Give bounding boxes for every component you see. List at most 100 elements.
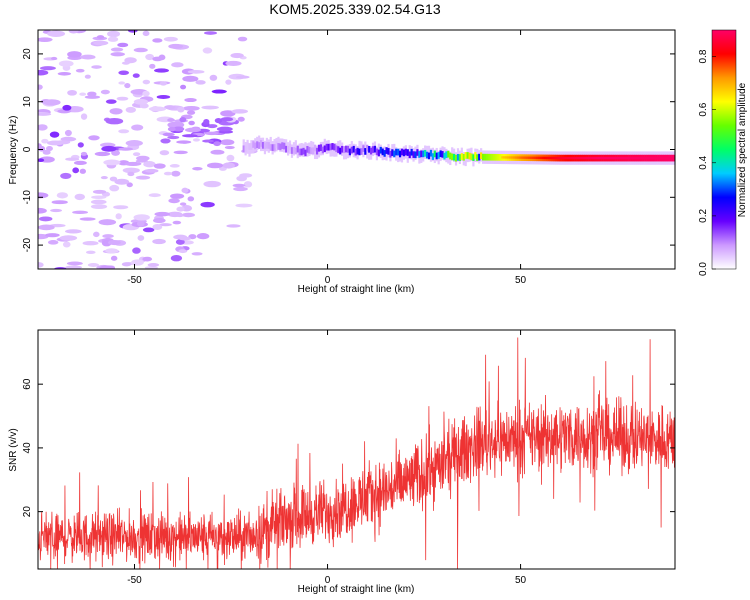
noise-blob (38, 145, 46, 152)
noise-blob (65, 157, 80, 161)
noise-blob (184, 98, 197, 103)
noise-blob (210, 149, 225, 155)
signal-cell (298, 148, 301, 156)
noise-blob (192, 138, 200, 142)
signal-cell (352, 145, 355, 153)
signal-cell (383, 150, 386, 157)
noise-blob (200, 201, 215, 208)
signal-core (669, 156, 672, 160)
noise-blob (235, 203, 253, 208)
noise-blob (168, 198, 180, 204)
noise-blob (132, 152, 141, 157)
noise-blob (79, 168, 86, 174)
noise-blob (176, 213, 184, 218)
signal-core (503, 156, 506, 159)
signal-cell (275, 141, 278, 149)
signal-core (597, 156, 600, 160)
signal-cell (470, 153, 473, 161)
noise-blob (98, 219, 117, 226)
signal-core (555, 156, 558, 160)
snr-y-tick-label: 40 (22, 442, 33, 454)
noise-blob (172, 220, 182, 225)
signal-cell (315, 147, 319, 155)
noise-blob (225, 60, 242, 66)
noise-blob (203, 180, 221, 188)
noise-blob (85, 250, 96, 255)
signal-cell (331, 143, 334, 150)
signal-cell (373, 145, 377, 153)
signal-cell (261, 142, 265, 149)
signal-cell (389, 150, 392, 158)
signal-cell (288, 143, 292, 151)
signal-cell (366, 144, 369, 152)
signal-halo (366, 145, 369, 159)
signal-halo (339, 140, 342, 154)
signal-core (537, 156, 541, 160)
noise-blob (74, 193, 86, 201)
noise-blob (171, 62, 184, 68)
signal-cell (256, 141, 259, 148)
snr-xlabel: Height of straight line (km) (298, 584, 415, 595)
signal-core (501, 156, 504, 159)
signal-core (591, 156, 595, 160)
signal-core (626, 156, 629, 160)
noise-blob (38, 112, 52, 116)
colorbar-tick-label: 0.6 (698, 102, 709, 116)
noise-blob (87, 263, 100, 267)
signal-core (640, 156, 643, 160)
signal-core (574, 156, 577, 160)
signal-cell (439, 150, 442, 158)
y-tick-label: -10 (22, 190, 33, 205)
noise-blob (114, 178, 130, 185)
x-tick-label: 50 (515, 275, 527, 286)
noise-blob (79, 217, 96, 221)
signal-core (605, 156, 608, 160)
signal-cell (451, 153, 454, 161)
snr-panel: -50 0 50 20 40 60 Height of straight line (km… (8, 329, 676, 595)
noise-blob (214, 117, 223, 124)
noise-blob (84, 74, 91, 79)
signal-core (526, 156, 529, 159)
noise-blob (182, 134, 198, 138)
signal-cell (259, 140, 263, 147)
colorbar: 0.0 0.2 0.4 0.6 0.8 Normalized spectral ampl… (698, 29, 748, 276)
noise-blob (100, 176, 108, 180)
noise-blob (232, 183, 246, 188)
signal-cell (398, 150, 402, 158)
noise-blob (168, 43, 184, 49)
snr-series-line (38, 337, 675, 569)
signal-cell (258, 142, 261, 149)
noise-blob (105, 99, 117, 104)
noise-blob (186, 110, 196, 115)
noise-blob (142, 30, 150, 37)
signal-halo (269, 136, 272, 151)
signal-cell (493, 153, 496, 161)
signal-cell (395, 148, 398, 156)
signal-core (576, 156, 579, 160)
spectrogram-panel: -50 0 50 -20 -10 0 10 20 Height of straight lin… (8, 29, 676, 295)
noise-blob (131, 259, 144, 266)
signal-cell (342, 146, 346, 154)
noise-blob (181, 187, 189, 193)
noise-blob (203, 31, 218, 35)
noise-blob (183, 105, 200, 111)
noise-blob (153, 163, 166, 169)
signal-cell (335, 145, 338, 153)
noise-blob (77, 142, 84, 148)
noise-blob (62, 241, 71, 248)
noise-blob (47, 30, 66, 37)
noise-blob (175, 239, 185, 245)
signal-core (620, 156, 624, 160)
y-tick-label: 0 (22, 146, 33, 152)
signal-cell (267, 142, 270, 149)
signal-cell (339, 147, 342, 155)
noise-blob (135, 175, 151, 180)
noise-blob (177, 106, 185, 113)
noise-blob (94, 151, 111, 157)
snr-frame (37, 329, 676, 570)
noise-blob (41, 138, 49, 144)
signal-core (595, 156, 599, 160)
signal-cell (454, 154, 458, 162)
signal-cell (460, 153, 463, 160)
signal-core (510, 156, 514, 159)
